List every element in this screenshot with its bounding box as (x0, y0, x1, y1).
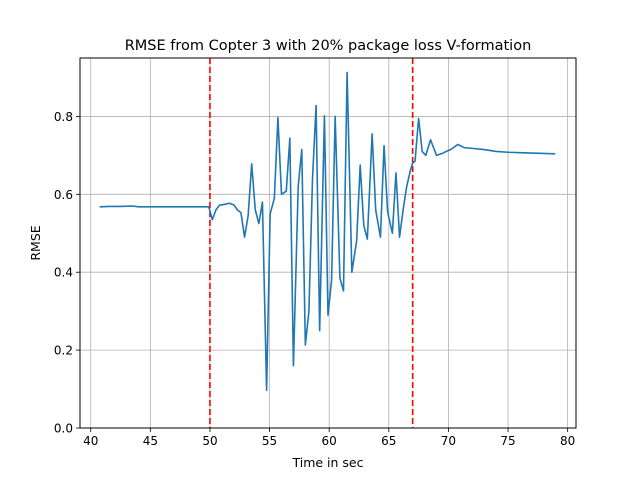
y-tick-label: 0.4 (54, 266, 73, 280)
x-axis-ticks: 40 45 50 55 60 65 70 75 80 (83, 428, 575, 448)
x-tick-label: 55 (262, 434, 277, 448)
y-tick-label: 0.0 (54, 422, 73, 436)
vertical-marker-lines (209, 58, 414, 428)
plot-frame (79, 57, 577, 429)
y-axis-label: RMSE (28, 225, 43, 260)
chart-title: RMSE from Copter 3 with 20% package loss… (125, 38, 532, 54)
x-tick-label: 50 (202, 434, 217, 448)
y-tick-label: 0.6 (54, 188, 73, 202)
x-axis-label: Time in sec (291, 455, 363, 470)
y-tick-label: 0.8 (54, 110, 73, 124)
x-tick-label: 45 (143, 434, 158, 448)
series-line (99, 71, 556, 392)
x-tick-label: 60 (322, 434, 337, 448)
x-tick-label: 70 (441, 434, 456, 448)
x-tick-label: 80 (560, 434, 575, 448)
plot-area (80, 58, 576, 428)
data-series (99, 71, 556, 392)
y-axis-ticks: 0.0 0.2 0.4 0.6 0.8 (54, 110, 80, 436)
x-tick-label: 40 (83, 434, 98, 448)
x-tick-label: 65 (381, 434, 396, 448)
x-tick-label: 75 (500, 434, 515, 448)
y-tick-label: 0.2 (54, 344, 73, 358)
